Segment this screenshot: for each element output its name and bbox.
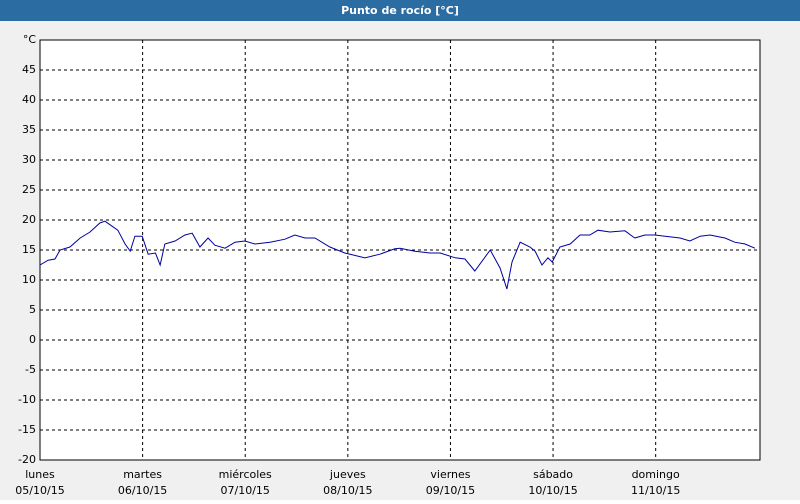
y-tick-label: -15 <box>18 423 36 436</box>
x-tick-date: 05/10/15 <box>15 484 64 497</box>
x-tick-date: 09/10/15 <box>426 484 475 497</box>
x-tick-label: jueves <box>329 468 366 481</box>
y-tick-label: 45 <box>22 63 36 76</box>
x-tick-date: 11/10/15 <box>631 484 680 497</box>
x-tick-date: 08/10/15 <box>323 484 372 497</box>
title-bar <box>0 0 800 21</box>
y-tick-label: -5 <box>25 363 36 376</box>
x-tick-label: miércoles <box>219 468 272 481</box>
y-tick-label: °C <box>23 33 37 46</box>
y-tick-label: 25 <box>22 183 36 196</box>
y-tick-label: 40 <box>22 93 36 106</box>
x-tick-label: martes <box>123 468 162 481</box>
y-tick-label: 15 <box>22 243 36 256</box>
y-tick-label: 10 <box>22 273 36 286</box>
y-tick-label: 35 <box>22 123 36 136</box>
x-tick-date: 07/10/15 <box>221 484 270 497</box>
data-line <box>39 220 756 290</box>
y-tick-label: 30 <box>22 153 36 166</box>
x-tick-label: viernes <box>430 468 470 481</box>
x-tick-date: 06/10/15 <box>118 484 167 497</box>
x-tick-label: lunes <box>25 468 55 481</box>
chart-title: Punto de rocío [°C] <box>341 4 459 17</box>
x-tick-label: domingo <box>632 468 680 481</box>
y-tick-label: 0 <box>29 333 36 346</box>
y-tick-label: -20 <box>18 453 36 466</box>
y-tick-label: -10 <box>18 393 36 406</box>
x-tick-date: 10/10/15 <box>528 484 577 497</box>
x-tick-label: sábado <box>533 468 573 481</box>
y-tick-label: 5 <box>29 303 36 316</box>
y-tick-label: 20 <box>22 213 36 226</box>
